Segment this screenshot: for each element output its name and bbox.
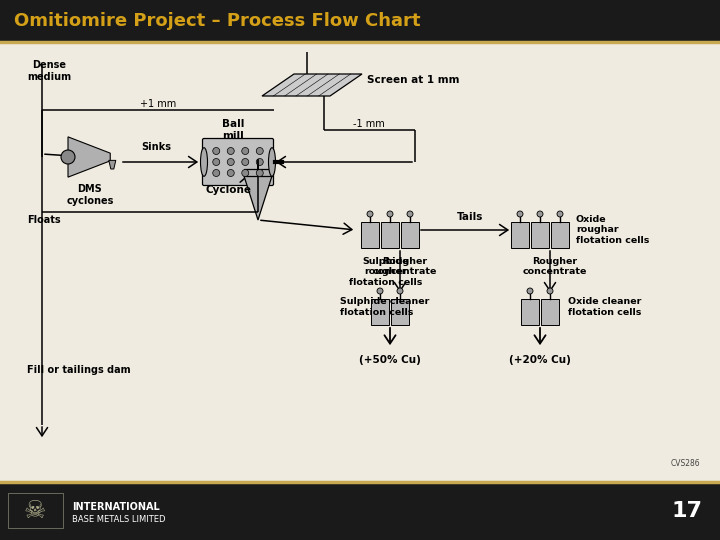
Text: +1 mm: +1 mm [140, 99, 176, 109]
Text: Floats: Floats [27, 215, 60, 225]
Bar [8, 493, 63, 528]
Circle shape [242, 159, 248, 165]
Bar [0, 482, 720, 540]
Circle shape [537, 211, 543, 217]
Text: Dense
medium: Dense medium [27, 60, 71, 82]
Text: CVS286: CVS286 [670, 460, 700, 469]
Circle shape [377, 288, 383, 294]
Ellipse shape [269, 148, 276, 176]
Bar [381, 222, 399, 248]
Circle shape [256, 170, 264, 177]
Text: Sinks: Sinks [141, 142, 171, 152]
Circle shape [256, 159, 264, 165]
Circle shape [557, 211, 563, 217]
Bar [244, 169, 272, 176]
Polygon shape [68, 137, 110, 177]
Circle shape [212, 170, 220, 177]
Text: (+50% Cu): (+50% Cu) [359, 355, 421, 365]
Circle shape [407, 211, 413, 217]
Bar [521, 299, 539, 325]
Text: Oxide cleaner
flotation cells: Oxide cleaner flotation cells [568, 298, 642, 316]
Circle shape [212, 147, 220, 154]
Text: Sulphide cleaner
flotation cells: Sulphide cleaner flotation cells [340, 298, 429, 316]
Circle shape [367, 211, 373, 217]
Text: BASE METALS LIMITED: BASE METALS LIMITED [72, 515, 166, 523]
Text: Omitiomire Project – Process Flow Chart: Omitiomire Project – Process Flow Chart [14, 12, 420, 30]
Text: 17: 17 [672, 501, 703, 521]
Text: Rougher
concentrate: Rougher concentrate [373, 257, 437, 276]
Text: Sulphide
rougher
flotation cells: Sulphide rougher flotation cells [349, 257, 423, 287]
Circle shape [242, 170, 248, 177]
Bar [391, 299, 409, 325]
Bar [531, 222, 549, 248]
Circle shape [61, 150, 75, 164]
Circle shape [228, 170, 234, 177]
Circle shape [228, 159, 234, 165]
Text: Fill or tailings dam: Fill or tailings dam [27, 365, 130, 375]
Text: Cyclone: Cyclone [206, 185, 252, 195]
Text: Oxide
roughar
flotation cells: Oxide roughar flotation cells [576, 215, 649, 245]
Bar [401, 222, 419, 248]
Bar [0, 42, 720, 482]
Circle shape [527, 288, 533, 294]
Bar [371, 299, 389, 325]
Circle shape [256, 147, 264, 154]
Bar [541, 299, 559, 325]
Text: Ball
mill: Ball mill [222, 119, 244, 141]
Circle shape [547, 288, 553, 294]
Circle shape [242, 147, 248, 154]
Polygon shape [109, 160, 116, 169]
Polygon shape [244, 176, 272, 220]
Polygon shape [262, 74, 362, 96]
Circle shape [387, 211, 393, 217]
Text: ☠: ☠ [24, 499, 46, 523]
Bar [361, 222, 379, 248]
Bar [511, 222, 529, 248]
Circle shape [212, 159, 220, 165]
Text: DMS
cyclones: DMS cyclones [66, 184, 114, 206]
Circle shape [228, 147, 234, 154]
Text: Rougher
concentrate: Rougher concentrate [523, 257, 588, 276]
Text: INTERNATIONAL: INTERNATIONAL [72, 502, 160, 512]
FancyBboxPatch shape [202, 138, 274, 186]
Text: Screen at 1 mm: Screen at 1 mm [367, 75, 459, 85]
Bar [551, 222, 569, 248]
Ellipse shape [200, 148, 207, 176]
Text: (+20% Cu): (+20% Cu) [509, 355, 571, 365]
Text: -1 mm: -1 mm [353, 119, 385, 129]
Circle shape [397, 288, 403, 294]
Text: Tails: Tails [456, 212, 483, 222]
Circle shape [517, 211, 523, 217]
Bar [0, 0, 720, 42]
